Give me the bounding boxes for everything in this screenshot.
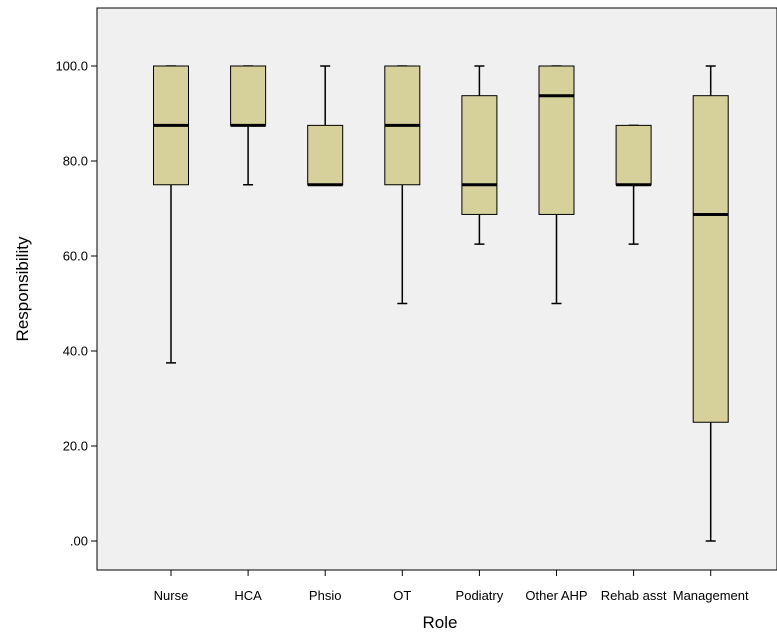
x-tick-label: Phsio (309, 588, 342, 603)
y-tick-label: 80.0 (63, 154, 88, 169)
x-tick-label: Management (673, 588, 749, 603)
y-tick-label: .00 (70, 534, 88, 549)
x-tick-label: Nurse (154, 588, 189, 603)
x-tick-label: HCA (234, 588, 262, 603)
x-axis: Nurse HCA Phsio OT Podiatry Other AHP Rehab as… (154, 570, 749, 603)
y-tick-label: 100.0 (55, 59, 88, 74)
iqr-box (693, 96, 728, 423)
iqr-box (308, 125, 343, 184)
x-tick-label: OT (393, 588, 411, 603)
x-tick-label: Rehab asst (601, 588, 667, 603)
y-tick-label: 60.0 (63, 249, 88, 264)
x-tick-label: Podiatry (456, 588, 504, 603)
x-axis-title: Role (423, 613, 458, 632)
iqr-box (539, 66, 574, 214)
y-tick-label: 20.0 (63, 439, 88, 454)
y-tick-label: 40.0 (63, 344, 88, 359)
iqr-box (616, 125, 651, 184)
x-tick-label: Other AHP (525, 588, 587, 603)
y-axis: .00 20.0 40.0 60.0 80.0 100.0 (55, 59, 97, 549)
iqr-box (462, 96, 497, 215)
plot-area (97, 8, 777, 570)
y-axis-title: Responsibility (13, 236, 32, 341)
iqr-box (231, 66, 266, 125)
